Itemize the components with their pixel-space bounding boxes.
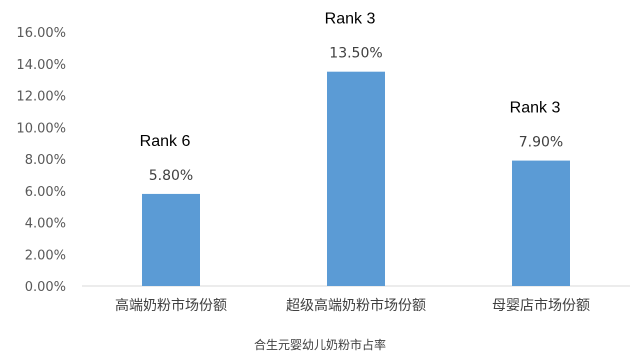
category-label: 高端奶粉市场份额 — [115, 297, 227, 314]
data-label: 13.50% — [329, 46, 382, 62]
bar — [142, 193, 200, 286]
data-label: 7.90% — [519, 135, 563, 151]
y-tick-label: 14.00% — [16, 58, 66, 73]
y-tick-label: 10.00% — [16, 121, 66, 136]
category-label: 超级高端奶粉市场份额 — [286, 297, 426, 314]
y-tick-label: 12.00% — [16, 90, 66, 105]
data-labels: 5.80% Rank 6 13.50% Rank 3 7.90% Rank 3 — [140, 11, 564, 184]
y-tick-label: 8.00% — [25, 153, 66, 168]
y-tick-label: 6.00% — [25, 185, 66, 200]
data-label: 5.80% — [149, 168, 193, 184]
rank-annotation: Rank 3 — [510, 100, 561, 117]
x-axis-title: 合生元婴幼儿奶粉市占率 — [254, 337, 386, 352]
bar — [327, 71, 385, 286]
bars — [142, 71, 570, 286]
y-tick-label: 0.00% — [25, 280, 66, 295]
rank-annotation: Rank 3 — [325, 11, 376, 28]
y-tick-label: 4.00% — [25, 217, 66, 232]
rank-annotation: Rank 6 — [140, 133, 191, 150]
bar — [512, 160, 570, 286]
y-axis: 0.00% 2.00% 4.00% 6.00% 8.00% 10.00% 12.00% 14.… — [16, 26, 66, 295]
y-tick-label: 16.00% — [16, 26, 66, 41]
category-labels: 高端奶粉市场份额 超级高端奶粉市场份额 母婴店市场份额 — [115, 297, 590, 314]
y-tick-label: 2.00% — [25, 248, 66, 263]
category-label: 母婴店市场份额 — [492, 297, 590, 314]
